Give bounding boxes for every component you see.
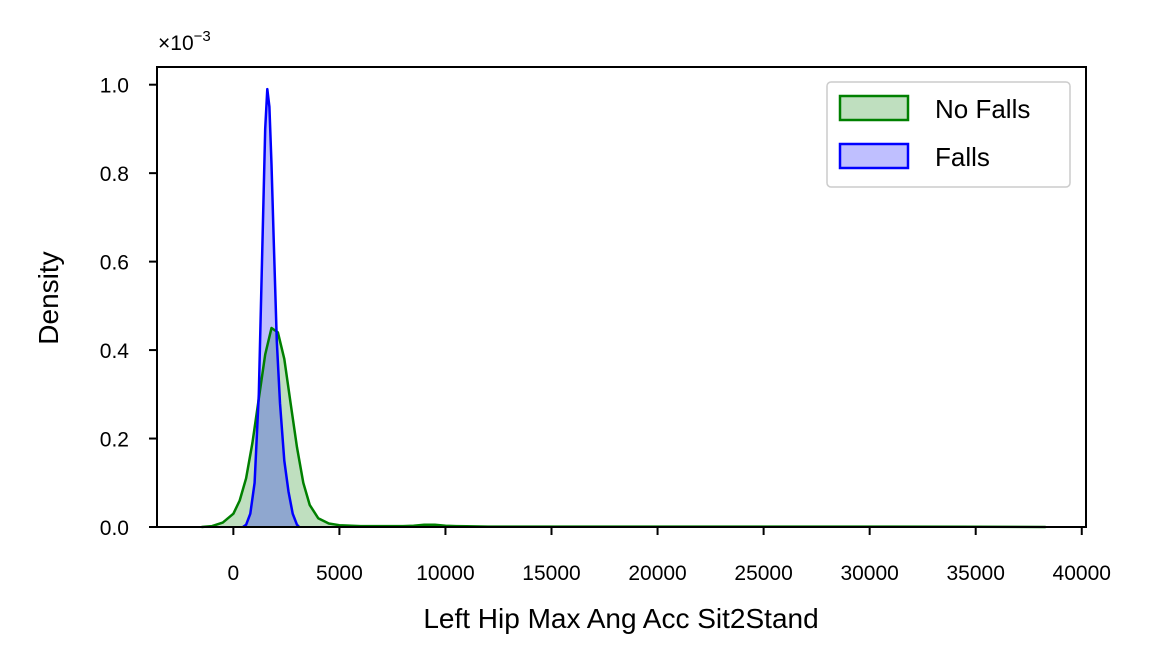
y-offset-exponent: −3 [194,28,211,45]
x-tick-label: 10000 [416,562,474,585]
density-line-falls [242,87,301,529]
y-offset-label: ×10−3 [158,28,211,55]
density-line-no-falls [201,326,1046,529]
legend-box [826,81,1071,188]
density-area-falls [242,89,300,527]
x-tick-label: 5000 [316,562,363,585]
plot-area-frame [156,66,1087,528]
x-tick-label: 40000 [1053,562,1111,585]
x-axis-label: Left Hip Max Ang Acc Sit2Stand [423,603,818,634]
y-tick-label: 0.8 [100,163,129,186]
x-tick-label: 35000 [947,562,1005,585]
y-axis-label: Density [33,251,64,344]
y-tick-label: 0.6 [100,252,129,275]
x-axis: 0 5000 10000 15000 20000 25000 30000 35000 40000 [228,527,1111,585]
x-tick-label: 30000 [840,562,898,585]
legend-label-falls: Falls [935,142,990,172]
y-tick-label: 0.2 [100,429,129,452]
y-tick-label: 0.4 [100,340,130,363]
y-tick-label: 0.0 [100,517,129,540]
y-axis: 0.0 0.2 0.4 0.6 0.8 1.0 [100,75,157,540]
y-tick-label: 1.0 [100,75,129,98]
legend-label-no-falls: No Falls [935,94,1030,124]
x-tick-label: 20000 [628,562,686,585]
x-tick-label: 25000 [734,562,792,585]
legend-swatch-falls [838,142,910,170]
x-tick-label: 15000 [522,562,580,585]
x-tick-label: 0 [228,562,240,585]
legend: No Falls Falls [826,81,1071,188]
legend-swatch-no-falls [838,94,910,122]
density-area-no-falls [201,328,1046,527]
